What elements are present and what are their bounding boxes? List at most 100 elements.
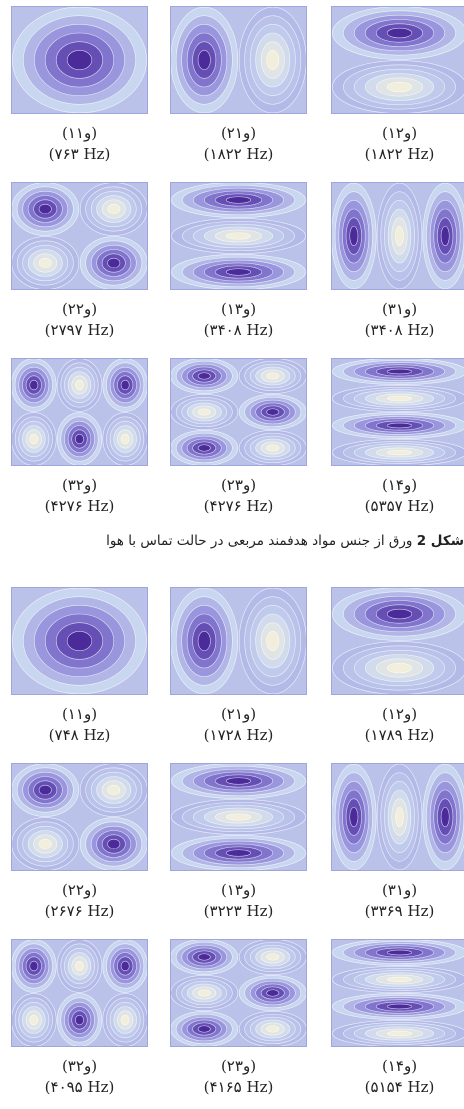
contour-ring — [350, 226, 358, 245]
contour-ring — [226, 269, 251, 275]
antinode-light — [377, 764, 422, 870]
antinode-light — [239, 430, 306, 465]
mode-label: (۱و۴) — [327, 1056, 464, 1076]
antinode-light — [103, 413, 148, 466]
mode-label: (۱و۲) — [327, 123, 464, 143]
antinode-light — [11, 994, 56, 1047]
contour-ring — [198, 409, 210, 415]
mode-frequency: (۵۳۵۷ Hz) — [327, 495, 464, 517]
mode-cell: (۱و۳) (۳۴۰۸ Hz) — [166, 182, 311, 341]
contour-ring — [198, 445, 210, 451]
figure-2: (۱و۱) (۷۴۸ Hz) (۲و۱) (۱۷۲۸ Hz) (۱و۲) (۱۷… — [0, 581, 464, 1109]
contour-ring — [387, 396, 412, 401]
contour-ring — [267, 373, 279, 379]
mode-cell: (۱و۴) (۵۱۵۴ Hz) — [327, 939, 464, 1098]
mode-cell: (۳و۲) (۴۲۷۶ Hz) — [7, 358, 152, 517]
contour-ring — [39, 839, 51, 849]
mode-frequency: (۷۴۸ Hz) — [7, 724, 152, 746]
contour-ring — [121, 961, 129, 971]
antinode-light — [239, 358, 306, 393]
contour-ring — [387, 977, 412, 982]
mode-shape-plot — [331, 6, 464, 114]
antinode-deep — [331, 183, 376, 289]
contour-ring — [226, 233, 251, 239]
mode-cell: (۱و۲) (۱۷۸۹ Hz) — [327, 587, 464, 746]
antinode-deep — [171, 182, 305, 217]
antinode-deep — [171, 7, 238, 113]
mode-cell: (۳و۲) (۴۰۹۵ Hz) — [7, 939, 152, 1098]
contour-ring — [226, 814, 251, 820]
contour-ring — [350, 807, 358, 826]
mode-label: (۲و۳) — [166, 475, 311, 495]
mode-frequency: (۷۶۳ Hz) — [7, 143, 152, 165]
antinode-light — [103, 994, 148, 1047]
antinode-deep — [171, 939, 238, 974]
antinode-deep — [11, 940, 56, 993]
mode-frequency: (۳۲۲۳ Hz) — [166, 900, 311, 922]
mode-frequency: (۱۸۲۲ Hz) — [166, 143, 311, 165]
figure-2-row-1: (۱و۱) (۷۴۸ Hz) (۲و۱) (۱۷۲۸ Hz) (۱و۲) (۱۷… — [0, 581, 464, 757]
contour-ring — [441, 226, 449, 245]
contour-ring — [387, 82, 412, 92]
contour-ring — [226, 778, 251, 784]
mode-cell: (۱و۴) (۵۳۵۷ Hz) — [327, 358, 464, 517]
mode-shape-plot — [170, 763, 307, 871]
mode-label: (۱و۲) — [327, 704, 464, 724]
contour-ring — [441, 807, 449, 826]
mode-frequency: (۱۷۲۸ Hz) — [166, 724, 311, 746]
mode-cell: (۱و۱) (۷۶۳ Hz) — [7, 6, 152, 165]
contour-ring — [75, 961, 83, 971]
contour-ring — [387, 28, 412, 38]
contour-ring — [75, 1015, 83, 1025]
contour-ring — [267, 954, 279, 960]
contour-ring — [198, 954, 210, 960]
mode-frequency: (۳۳۶۹ Hz) — [327, 900, 464, 922]
mode-cell: (۳و۱) (۳۳۶۹ Hz) — [327, 763, 464, 922]
contour-ring — [387, 950, 412, 955]
mode-shape-plot — [11, 182, 148, 290]
mode-label: (۳و۲) — [7, 475, 152, 495]
mode-cell: (۱و۲) (۱۸۲۲ Hz) — [327, 6, 464, 165]
mode-label: (۲و۱) — [166, 123, 311, 143]
mode-label: (۳و۱) — [327, 880, 464, 900]
mode-cell: (۲و۳) (۴۲۷۶ Hz) — [166, 358, 311, 517]
mode-label: (۲و۱) — [166, 704, 311, 724]
figure-caption: شکل 2 ورق از جنس مواد هدفمند مربعی در حا… — [0, 528, 464, 554]
contour-ring — [267, 1026, 279, 1032]
antinode-deep — [332, 7, 464, 60]
antinode-deep — [171, 1011, 238, 1046]
mode-frequency: (۴۰۹۵ Hz) — [7, 1076, 152, 1098]
mode-cell: (۳و۱) (۳۴۰۸ Hz) — [327, 182, 464, 341]
antinode-light — [239, 939, 306, 974]
mode-label: (۲و۳) — [166, 1056, 311, 1076]
contour-ring — [108, 258, 120, 268]
figure-1-row-3: (۳و۲) (۴۲۷۶ Hz) (۲و۳) (۴۲۷۶ Hz) (۱و۴) (۵… — [0, 352, 464, 528]
contour-ring — [267, 990, 279, 996]
antinode-light — [12, 237, 79, 290]
contour-ring — [387, 369, 412, 374]
contour-ring — [121, 1015, 129, 1025]
mode-shape-plot — [11, 358, 148, 466]
contour-ring — [226, 850, 251, 856]
contour-ring — [108, 839, 120, 849]
antinode-deep — [171, 358, 238, 393]
antinode-deep — [332, 358, 464, 384]
mode-frequency: (۱۸۲۲ Hz) — [327, 143, 464, 165]
antinode-light — [377, 183, 422, 289]
mode-frequency: (۲۷۹۷ Hz) — [7, 319, 152, 341]
mode-frequency: (۳۴۰۸ Hz) — [166, 319, 311, 341]
antinode-deep — [12, 588, 146, 694]
mode-cell: (۱و۱) (۷۴۸ Hz) — [7, 587, 152, 746]
mode-shape-plot — [170, 6, 307, 114]
mode-shape-plot — [170, 939, 307, 1047]
antinode-deep — [171, 835, 305, 870]
antinode-deep — [103, 359, 148, 412]
antinode-deep — [11, 359, 56, 412]
mode-shape-plot — [11, 587, 148, 695]
antinode-deep — [331, 764, 376, 870]
mode-shape-plot — [11, 763, 148, 871]
contour-ring — [387, 423, 412, 428]
mode-shape-plot — [331, 358, 464, 466]
mode-cell: (۲و۳) (۴۱۶۵ Hz) — [166, 939, 311, 1098]
antinode-light — [239, 7, 306, 113]
